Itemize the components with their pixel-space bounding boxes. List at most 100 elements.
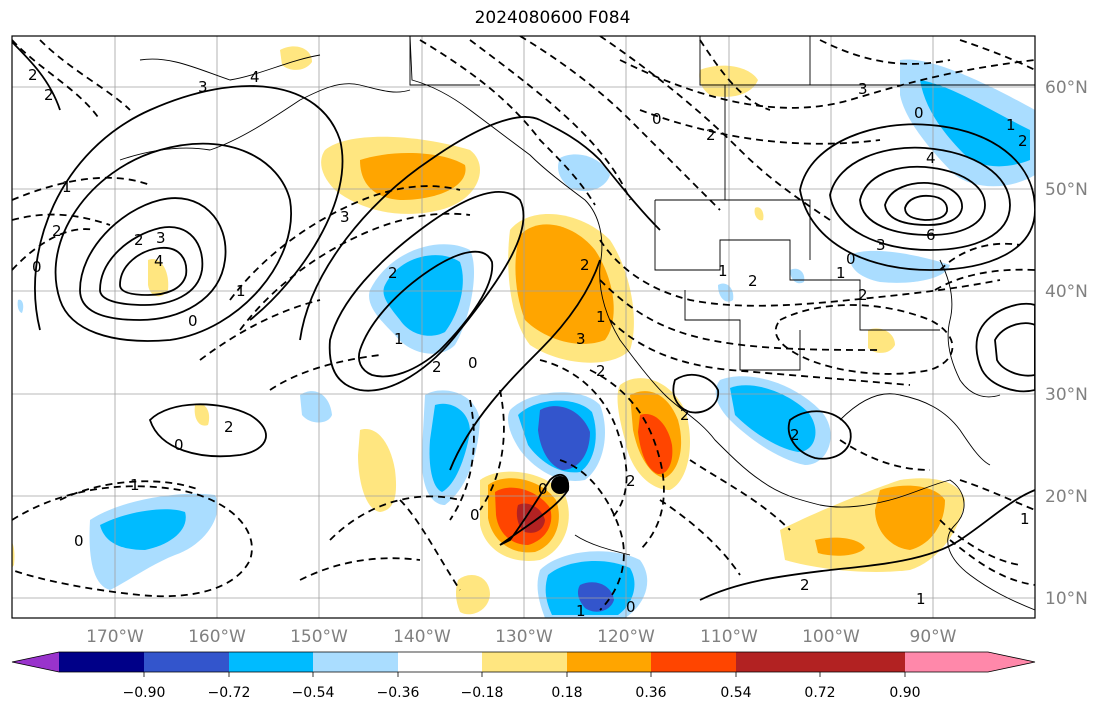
colorbar-tick-label: 0.90 bbox=[889, 685, 920, 701]
contour-label: 1 bbox=[916, 590, 926, 608]
contour-label: 3 bbox=[858, 80, 868, 98]
lat-axis: 60°N 50°N 40°N 30°N 20°N 10°N bbox=[1045, 78, 1088, 609]
colorbar-segment bbox=[736, 652, 820, 672]
contour-label: 1 bbox=[1006, 116, 1016, 134]
contours-solid bbox=[12, 40, 1035, 601]
lat-label: 20°N bbox=[1045, 487, 1088, 507]
lat-label: 10°N bbox=[1045, 589, 1088, 609]
colorbar-tick-label: −0.90 bbox=[123, 685, 166, 701]
anomaly-fill-layer bbox=[12, 46, 1035, 618]
lon-label: 100°W bbox=[802, 627, 860, 647]
contour-label: 2 bbox=[790, 426, 800, 444]
colorbar-segment bbox=[651, 652, 736, 672]
lat-label: 40°N bbox=[1045, 282, 1088, 302]
contour-label: 1 bbox=[1020, 510, 1030, 528]
colorbar-tick-label: 0.18 bbox=[551, 685, 582, 701]
contour-label: 2 bbox=[858, 286, 868, 304]
lon-label: 120°W bbox=[597, 627, 655, 647]
colorbar-segment bbox=[229, 652, 313, 672]
contour-label: 2 bbox=[52, 222, 62, 240]
contours-dashed bbox=[12, 36, 1035, 611]
contour-label: 0 bbox=[652, 110, 662, 128]
colorbar-extend-min bbox=[12, 652, 59, 672]
contour-label: 0 bbox=[188, 312, 198, 330]
contour-label: 1 bbox=[62, 178, 72, 196]
contour-label-group: 2 3 4 2 1 2 3 4 0 1 2 3 2 1 2 0 3 2 1 2 … bbox=[28, 66, 1030, 620]
contour-label: 1 bbox=[576, 602, 586, 620]
contour-label: 2 bbox=[388, 264, 398, 282]
lon-label: 150°W bbox=[290, 627, 348, 647]
contour-label: 3 bbox=[340, 208, 350, 226]
colorbar-extend-max bbox=[905, 652, 1035, 672]
lat-label: 30°N bbox=[1045, 385, 1088, 405]
contour-label: 1 bbox=[394, 330, 404, 348]
contour-label: 2 bbox=[580, 256, 590, 274]
contour-label: 0 bbox=[538, 480, 548, 498]
colorbar-tick-label: −0.36 bbox=[377, 685, 420, 701]
contour-label: 4 bbox=[154, 252, 164, 270]
lon-label: 130°W bbox=[495, 627, 553, 647]
colorbar-ticks bbox=[143, 672, 906, 677]
lon-label: 160°W bbox=[188, 627, 246, 647]
lon-label: 140°W bbox=[393, 627, 451, 647]
contour-label: 0 bbox=[626, 598, 636, 616]
storm-center-marker bbox=[551, 476, 569, 494]
colorbar-segment bbox=[313, 652, 398, 672]
coastlines bbox=[119, 36, 1035, 611]
contour-label: 2 bbox=[596, 362, 606, 380]
contour-label: 1 bbox=[596, 308, 606, 326]
contour-label: 2 bbox=[44, 86, 54, 104]
colorbar-tick-label: −0.54 bbox=[292, 685, 335, 701]
colorbar-tick-label: 0.72 bbox=[804, 685, 835, 701]
colorbar-tick-label: −0.72 bbox=[208, 685, 251, 701]
contour-label: 4 bbox=[926, 149, 936, 167]
contour-label: 0 bbox=[468, 354, 478, 372]
contour-label: 2 bbox=[706, 126, 716, 144]
lon-label: 170°W bbox=[86, 627, 144, 647]
lon-label: 90°W bbox=[910, 627, 957, 647]
colorbar-tick-label: 0.36 bbox=[635, 685, 666, 701]
colorbar-segment bbox=[398, 652, 482, 672]
contour-label: 1 bbox=[836, 264, 846, 282]
lon-axis: 170°W 160°W 150°W 140°W 130°W 120°W 110°… bbox=[86, 627, 957, 647]
colorbar-segment bbox=[144, 652, 229, 672]
contour-label: 2 bbox=[432, 358, 442, 376]
colorbar-segment bbox=[567, 652, 651, 672]
contour-label: 6 bbox=[926, 226, 936, 244]
colorbar-tick-label: −0.18 bbox=[461, 685, 504, 701]
map-border bbox=[11, 35, 1036, 619]
contour-label: 2 bbox=[680, 406, 690, 424]
contour-label: 2 bbox=[748, 272, 758, 290]
contour-label: 2 bbox=[28, 66, 38, 84]
lat-label: 60°N bbox=[1045, 78, 1088, 98]
colorbar-tick-label: 0.54 bbox=[720, 685, 751, 701]
contour-label: 0 bbox=[174, 436, 184, 454]
contour-label: 2 bbox=[626, 472, 636, 490]
contour-label: 3 bbox=[576, 330, 586, 348]
contour-label: 0 bbox=[914, 104, 924, 122]
contour-label: 0 bbox=[32, 258, 42, 276]
map-title: 2024080600 F084 bbox=[474, 8, 631, 28]
lat-label: 50°N bbox=[1045, 180, 1088, 200]
contour-label: 0 bbox=[74, 532, 84, 550]
colorbar-outline bbox=[11, 651, 1036, 673]
lon-label: 110°W bbox=[700, 627, 758, 647]
contour-label: 0 bbox=[470, 506, 480, 524]
colorbar-segment bbox=[482, 652, 567, 672]
contour-label: 3 bbox=[198, 78, 208, 96]
contour-label: 3 bbox=[876, 236, 886, 254]
colorbar-segment bbox=[59, 652, 144, 672]
contour-label: 1 bbox=[718, 262, 728, 280]
colorbar: −0.90 −0.72 −0.54 −0.36 −0.18 0.18 0.36 … bbox=[11, 651, 1036, 701]
contour-label: 1 bbox=[236, 282, 246, 300]
contour-label: 2 bbox=[134, 231, 144, 249]
contour-label: 3 bbox=[156, 229, 166, 247]
contour-label: 1 bbox=[130, 476, 140, 494]
contour-label: 4 bbox=[250, 68, 260, 86]
colorbar-segment-dark-red bbox=[820, 652, 905, 672]
contour-label: 2 bbox=[800, 576, 810, 594]
contour-label: 2 bbox=[224, 418, 234, 436]
contour-label: 2 bbox=[1018, 132, 1028, 150]
contour-label: 0 bbox=[846, 250, 856, 268]
